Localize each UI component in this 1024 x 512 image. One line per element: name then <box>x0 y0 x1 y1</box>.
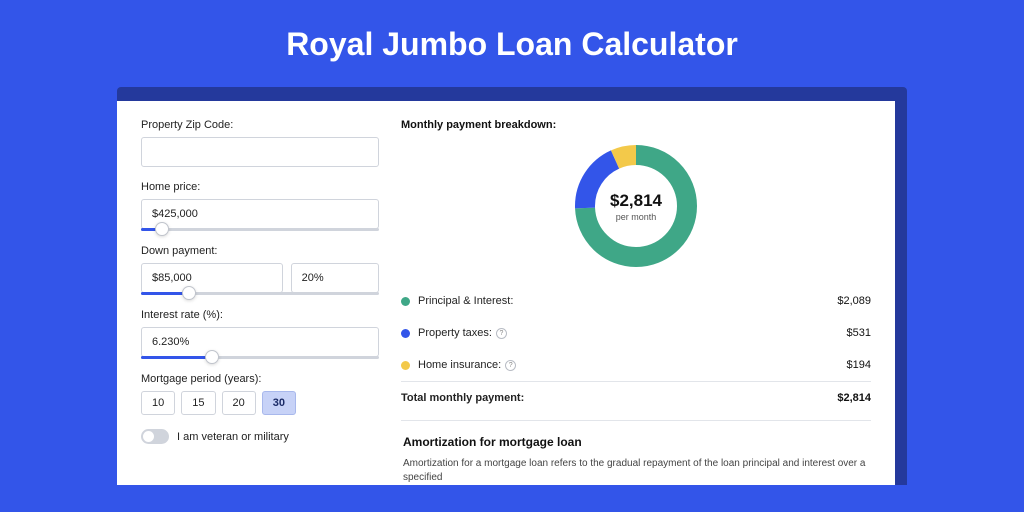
legend-dot <box>401 297 410 306</box>
home-price-input[interactable] <box>141 199 379 229</box>
legend-row: Home insurance: ?$194 <box>401 349 871 381</box>
legend-dot <box>401 329 410 338</box>
donut-chart-wrap: $2,814 per month <box>401 139 871 285</box>
veteran-toggle[interactable] <box>141 429 169 444</box>
total-label: Total monthly payment: <box>401 392 837 404</box>
down-payment-percent-input[interactable] <box>291 263 379 293</box>
breakdown-column: Monthly payment breakdown: $2,814 per mo… <box>401 119 871 485</box>
breakdown-title: Monthly payment breakdown: <box>401 119 871 131</box>
legend-amount: $531 <box>847 327 871 339</box>
veteran-row: I am veteran or military <box>141 429 379 444</box>
interest-rate-input[interactable] <box>141 327 379 357</box>
down-payment-amount-input[interactable] <box>141 263 283 293</box>
donut-center: $2,814 per month <box>575 145 697 267</box>
period-options: 1015 2030 <box>141 391 379 415</box>
info-icon[interactable]: ? <box>505 360 516 371</box>
home-price-label: Home price: <box>141 181 379 193</box>
zip-input[interactable] <box>141 137 379 167</box>
amortization-section: Amortization for mortgage loan Amortizat… <box>401 420 871 485</box>
interest-rate-label: Interest rate (%): <box>141 309 379 321</box>
toggle-knob <box>143 431 154 442</box>
page-title: Royal Jumbo Loan Calculator <box>0 0 1024 87</box>
home-price-slider[interactable] <box>141 228 379 231</box>
zip-field: Property Zip Code: <box>141 119 379 167</box>
card-shadow: Property Zip Code: Home price: Down paym… <box>117 87 907 485</box>
amortization-body: Amortization for a mortgage loan refers … <box>403 457 869 485</box>
legend-label: Home insurance: ? <box>418 359 847 371</box>
form-column: Property Zip Code: Home price: Down paym… <box>141 119 379 485</box>
legend-amount: $194 <box>847 359 871 371</box>
interest-rate-slider[interactable] <box>141 356 379 359</box>
legend-label: Principal & Interest: <box>418 295 837 307</box>
down-payment-label: Down payment: <box>141 245 379 257</box>
period-option-30[interactable]: 30 <box>262 391 296 415</box>
legend-dot <box>401 361 410 370</box>
legend-row: Property taxes: ?$531 <box>401 317 871 349</box>
donut-value: $2,814 <box>610 191 662 211</box>
legend-amount: $2,089 <box>837 295 871 307</box>
period-option-10[interactable]: 10 <box>141 391 175 415</box>
amortization-title: Amortization for mortgage loan <box>403 435 869 449</box>
period-label: Mortgage period (years): <box>141 373 379 385</box>
home-price-field: Home price: <box>141 181 379 231</box>
calculator-card: Property Zip Code: Home price: Down paym… <box>117 101 895 485</box>
slider-thumb[interactable] <box>155 222 169 236</box>
legend-row: Principal & Interest:$2,089 <box>401 285 871 317</box>
slider-thumb[interactable] <box>182 286 196 300</box>
total-amount: $2,814 <box>837 392 871 404</box>
down-payment-field: Down payment: <box>141 245 379 295</box>
period-option-20[interactable]: 20 <box>222 391 256 415</box>
info-icon[interactable]: ? <box>496 328 507 339</box>
interest-rate-field: Interest rate (%): <box>141 309 379 359</box>
slider-thumb[interactable] <box>205 350 219 364</box>
legend-total-row: Total monthly payment: $2,814 <box>401 381 871 414</box>
zip-label: Property Zip Code: <box>141 119 379 131</box>
period-field: Mortgage period (years): 1015 2030 <box>141 373 379 415</box>
legend: Principal & Interest:$2,089Property taxe… <box>401 285 871 381</box>
period-option-15[interactable]: 15 <box>181 391 215 415</box>
donut-chart: $2,814 per month <box>575 145 697 267</box>
donut-sub: per month <box>616 212 657 222</box>
down-payment-slider[interactable] <box>141 292 379 295</box>
legend-label: Property taxes: ? <box>418 327 847 339</box>
veteran-label: I am veteran or military <box>177 431 289 443</box>
